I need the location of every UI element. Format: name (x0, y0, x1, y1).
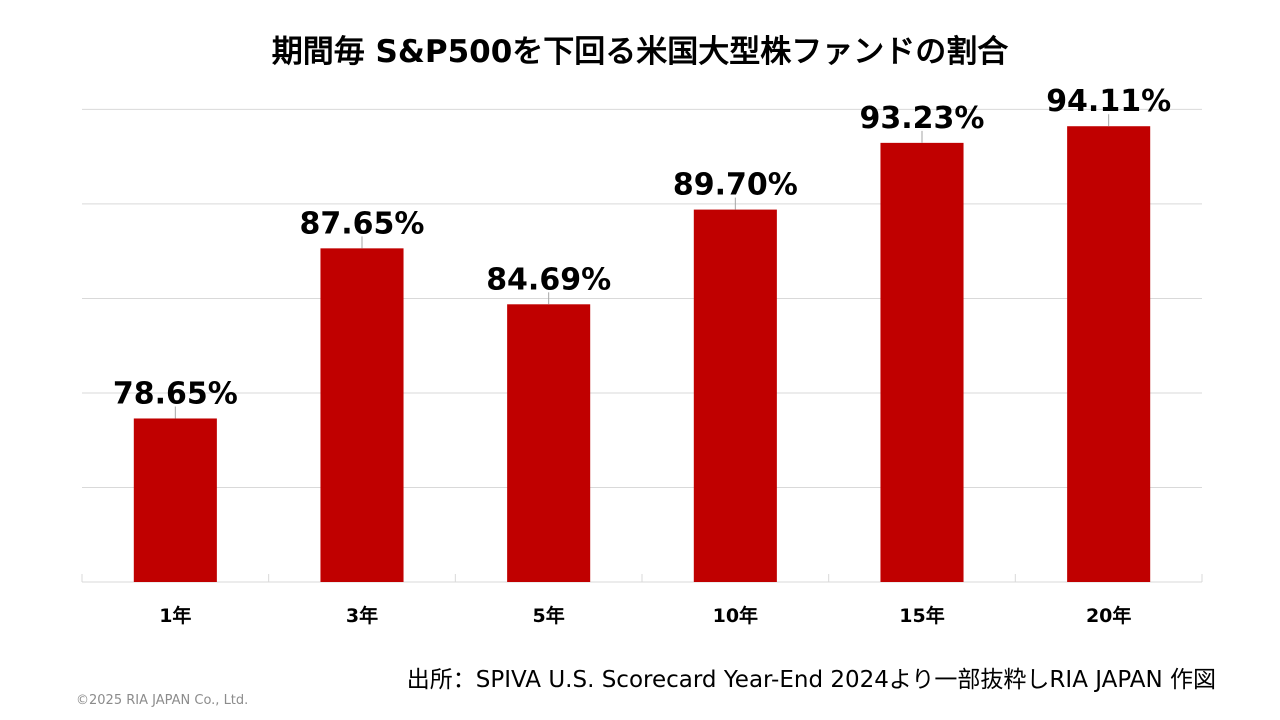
bar-5年 (507, 304, 591, 582)
data-label: 94.11% (1046, 84, 1171, 119)
x-axis (81, 574, 1203, 583)
x-tick-label: 15年 (899, 604, 944, 627)
data-label: 93.23% (860, 101, 985, 136)
bar-15年 (880, 142, 964, 582)
source-note: 出所：SPIVA U.S. Scorecard Year-End 2024より一… (406, 667, 1216, 693)
x-tick-label: 3年 (346, 604, 378, 627)
data-label: 89.70% (673, 168, 798, 203)
gridlines (82, 108, 1202, 488)
bars (133, 126, 1151, 583)
data-label: 84.69% (486, 262, 611, 297)
chart-title: 期間毎 S&P500を下回る米国大型株ファンドの割合 (271, 34, 1009, 70)
bar-1年 (133, 418, 217, 582)
x-tick-label: 20年 (1086, 604, 1131, 627)
x-tick-label: 1年 (159, 604, 191, 627)
data-label: 87.65% (300, 206, 425, 241)
data-label: 78.65% (113, 376, 238, 411)
bar-3年 (320, 248, 404, 582)
x-tick-label: 5年 (533, 604, 565, 627)
data-labels: 78.65% 87.65% 84.69% 89.70% 93.23% 94.11% (113, 84, 1171, 411)
copyright-text: ©2025 RIA JAPAN Co., Ltd. (76, 693, 249, 708)
bar-20年 (1067, 126, 1151, 583)
bar-10年 (693, 209, 777, 583)
x-tick-label: 10年 (713, 604, 758, 627)
leader-lines (174, 114, 1110, 419)
x-tick-labels: 1年 3年 5年 10年 15年 20年 (159, 604, 1131, 627)
